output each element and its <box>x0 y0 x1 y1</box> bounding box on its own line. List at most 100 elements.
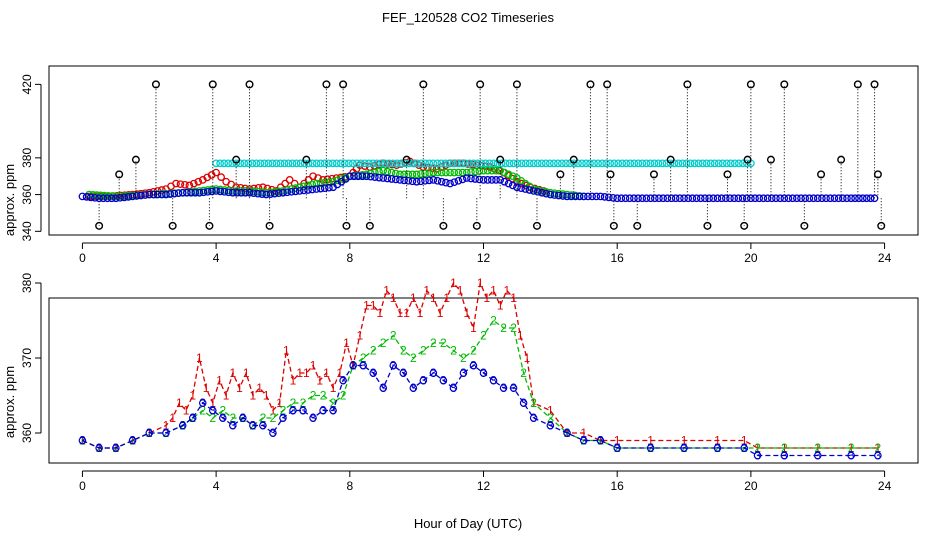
blue-point <box>805 194 814 203</box>
cyan-point <box>638 159 647 168</box>
cyan-point <box>240 159 249 168</box>
x-tick-label: 8 <box>346 251 353 265</box>
blue-point <box>492 176 500 184</box>
series-3-label: 3 <box>781 449 788 463</box>
blue-point <box>838 194 847 203</box>
spike-point <box>606 170 615 179</box>
cyan-point <box>594 159 602 168</box>
series-3-label: 3 <box>79 434 86 448</box>
series-3-point <box>596 436 605 445</box>
green-point <box>371 168 379 177</box>
cyan-point <box>614 159 623 168</box>
spike-point <box>302 155 311 164</box>
series-2-label: 2 <box>450 344 457 358</box>
series-3-label: 3 <box>250 419 257 433</box>
y-tick-label: 420 <box>20 74 34 94</box>
series-1-label: 1 <box>296 366 303 380</box>
spike-point <box>746 80 755 89</box>
green-point <box>500 168 509 177</box>
spike-point <box>131 155 140 164</box>
series-1-label: 1 <box>336 366 343 380</box>
cyan-point <box>598 159 606 168</box>
series-3-point <box>359 361 367 370</box>
cyan-point <box>357 159 365 168</box>
series-1-label: 1 <box>681 434 688 448</box>
blue-point <box>592 192 601 201</box>
series-1-label: 1 <box>417 306 424 320</box>
blue-point <box>132 192 141 200</box>
series-3-point <box>309 414 317 422</box>
series-2-label: 2 <box>814 441 821 455</box>
red-point <box>212 168 220 177</box>
series-1-label: 1 <box>443 291 450 305</box>
blue-point <box>99 194 108 203</box>
plot-frame-bottom <box>48 297 919 464</box>
series-3-label: 3 <box>875 449 882 463</box>
series-3-label: 3 <box>480 366 487 380</box>
cyan-point <box>602 159 610 168</box>
spike-point <box>740 221 749 230</box>
blue-point <box>550 191 559 199</box>
spike-point <box>532 221 541 230</box>
cyan-point <box>409 159 417 168</box>
blue-point <box>584 192 592 201</box>
blue-point <box>291 187 300 196</box>
spike-point <box>556 170 565 179</box>
cyan-point <box>698 159 707 168</box>
y-tick-label: 340 <box>20 221 34 241</box>
blue-point <box>216 187 225 196</box>
spike-point <box>439 221 448 230</box>
cyan-point <box>686 159 695 168</box>
series-3-label: 3 <box>741 441 748 455</box>
series-2-label: 2 <box>320 389 327 403</box>
series-1-label: 1 <box>483 291 490 305</box>
plot-area-top <box>78 80 886 230</box>
spike-point <box>800 221 809 230</box>
series-3-point <box>563 429 571 437</box>
blue-point <box>517 184 525 193</box>
series-3-point <box>329 406 337 415</box>
series-2-label: 2 <box>370 344 377 358</box>
cyan-point <box>381 159 389 168</box>
series-1-label: 1 <box>236 381 243 395</box>
cyan-point <box>622 159 631 168</box>
green-point <box>504 170 513 179</box>
blue-point <box>705 194 713 203</box>
series-1-label: 1 <box>524 351 531 365</box>
x-tick-label: 4 <box>213 251 220 265</box>
series-1-label: 1 <box>547 404 554 418</box>
cyan-point <box>340 159 349 168</box>
panel-top: 0 4 8 12 16 20 24 340 360 380 420 approx. ppm <box>2 65 919 265</box>
cyan-point <box>344 159 353 168</box>
series-3-point <box>319 406 327 415</box>
series-2-label: 2 <box>380 336 387 350</box>
y-axis-top: 340 360 380 420 <box>20 74 42 241</box>
series-1-label: 1 <box>423 284 430 298</box>
blue-point <box>776 194 784 203</box>
series-3-label: 3 <box>564 426 571 440</box>
cyan-point <box>445 159 454 168</box>
series-1-label: 1 <box>450 276 457 290</box>
cyan-point <box>244 159 253 168</box>
blue-point <box>529 187 538 195</box>
series-3-label: 3 <box>510 381 517 395</box>
blue-point <box>671 194 680 203</box>
cyan-point <box>718 159 727 168</box>
series-3-label: 3 <box>410 381 417 395</box>
blue-point <box>166 190 175 198</box>
blue-point <box>408 177 417 186</box>
blue-point <box>86 193 95 202</box>
cyan-point <box>377 159 385 168</box>
series-1-label: 1 <box>330 381 337 395</box>
series-3-label: 3 <box>290 404 297 418</box>
green-point <box>333 176 342 185</box>
series-line-3 <box>82 364 878 457</box>
cyan-point <box>702 159 711 168</box>
cyan-point <box>694 159 703 168</box>
spike-point <box>472 221 481 230</box>
series-2-label: 2 <box>330 396 337 410</box>
cyan-point <box>626 159 635 168</box>
series-1-label: 1 <box>189 389 196 403</box>
cyan-point <box>232 159 241 168</box>
series-3-point <box>874 451 882 460</box>
